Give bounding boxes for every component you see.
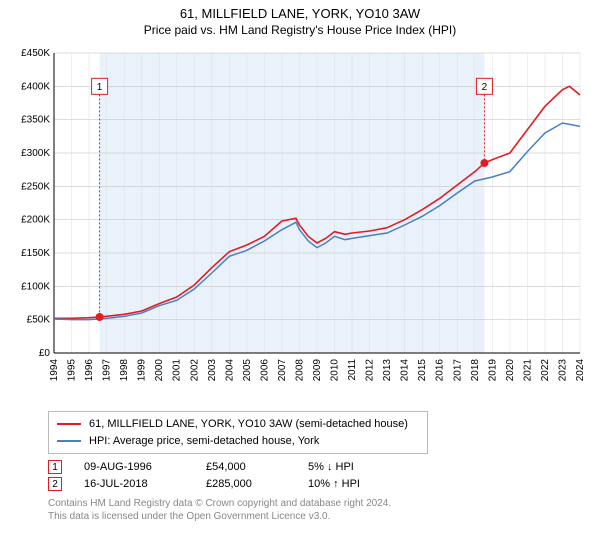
y-tick-label: £400K: [21, 81, 50, 92]
chart-svg: £0 £50K £100K £150K £200K £250K £300K £350K £400…: [8, 43, 592, 403]
marker-dot-1: [96, 313, 104, 321]
transaction-id-box: 2: [48, 477, 62, 491]
x-tick-label: 2018: [470, 359, 481, 382]
transaction-id-box: 1: [48, 460, 62, 474]
y-tick-label: £0: [39, 348, 51, 359]
legend-swatch: [57, 423, 81, 425]
y-tick-label: £450K: [21, 48, 50, 59]
x-tick-label: 2023: [557, 359, 568, 382]
transaction-price: £54,000: [206, 461, 286, 473]
transaction-date: 09-AUG-1996: [84, 461, 184, 473]
x-tick-label: 2020: [505, 359, 516, 382]
legend-row: HPI: Average price, semi-detached house,…: [57, 433, 419, 450]
transaction-date: 16-JUL-2018: [84, 478, 184, 490]
x-tick-label: 2005: [242, 359, 253, 382]
transaction-row: 1 09-AUG-1996 £54,000 5% ↓ HPI: [48, 460, 592, 474]
legend-row: 61, MILLFIELD LANE, YORK, YO10 3AW (semi…: [57, 416, 419, 433]
transaction-price: £285,000: [206, 478, 286, 490]
x-tick-label: 2003: [207, 359, 218, 382]
x-tick-label: 2016: [435, 359, 446, 382]
x-tick-label: 2015: [417, 359, 428, 382]
y-tick-label: £100K: [21, 281, 50, 292]
y-tick-label: £50K: [27, 315, 51, 326]
legend: 61, MILLFIELD LANE, YORK, YO10 3AW (semi…: [48, 411, 428, 454]
x-tick-label: 2002: [189, 359, 200, 382]
x-tick-label: 2024: [575, 359, 586, 382]
x-tick-label: 2008: [294, 359, 305, 382]
legend-label: HPI: Average price, semi-detached house,…: [89, 433, 319, 450]
x-tick-label: 2000: [154, 359, 165, 382]
x-tick-label: 1997: [102, 359, 113, 382]
page-subtitle: Price paid vs. HM Land Registry's House …: [8, 23, 592, 37]
x-tick-label: 2019: [487, 359, 498, 382]
x-tick-label: 2004: [224, 359, 235, 382]
x-tick-label: 2010: [330, 359, 341, 382]
x-tick-label: 2011: [347, 359, 358, 381]
page-title: 61, MILLFIELD LANE, YORK, YO10 3AW: [8, 6, 592, 21]
marker-dot-2: [480, 159, 488, 167]
x-tick-label: 2012: [365, 359, 376, 382]
marker-label: 1: [97, 82, 103, 93]
marker-label: 2: [482, 82, 488, 93]
y-tick-label: £300K: [21, 148, 50, 159]
y-tick-label: £350K: [21, 115, 50, 126]
transaction-rows: 1 09-AUG-1996 £54,000 5% ↓ HPI 2 16-JUL-2018 £…: [8, 460, 592, 491]
x-tick-label: 1995: [67, 359, 78, 382]
footer-line: This data is licensed under the Open Gov…: [48, 510, 592, 523]
shaded-ownership-band: [100, 53, 485, 353]
footer-attribution: Contains HM Land Registry data © Crown c…: [48, 497, 592, 523]
footer-line: Contains HM Land Registry data © Crown c…: [48, 497, 592, 510]
x-tick-label: 2021: [522, 359, 533, 382]
transaction-delta: 5% ↓ HPI: [308, 461, 354, 473]
legend-swatch: [57, 440, 81, 442]
x-tick-label: 1994: [49, 359, 60, 382]
x-tick-label: 2014: [400, 359, 411, 382]
x-tick-label: 2022: [540, 359, 551, 382]
x-tick-label: 1998: [119, 359, 130, 382]
x-tick-label: 2009: [312, 359, 323, 382]
line-chart: £0 £50K £100K £150K £200K £250K £300K £350K £400…: [8, 43, 592, 403]
y-tick-label: £200K: [21, 215, 50, 226]
x-tick-label: 2001: [172, 359, 183, 382]
x-tick-label: 2007: [277, 359, 288, 382]
x-tick-label: 1996: [84, 359, 95, 382]
transaction-delta: 10% ↑ HPI: [308, 478, 360, 490]
x-tick-label: 2013: [382, 359, 393, 382]
transaction-row: 2 16-JUL-2018 £285,000 10% ↑ HPI: [48, 477, 592, 491]
legend-label: 61, MILLFIELD LANE, YORK, YO10 3AW (semi…: [89, 416, 408, 433]
x-tick-label: 1999: [137, 359, 148, 382]
y-tick-label: £250K: [21, 181, 50, 192]
x-tick-label: 2017: [452, 359, 463, 382]
y-tick-label: £150K: [21, 248, 50, 259]
x-tick-label: 2006: [259, 359, 270, 382]
chart-container: 61, MILLFIELD LANE, YORK, YO10 3AW Price…: [0, 0, 600, 533]
